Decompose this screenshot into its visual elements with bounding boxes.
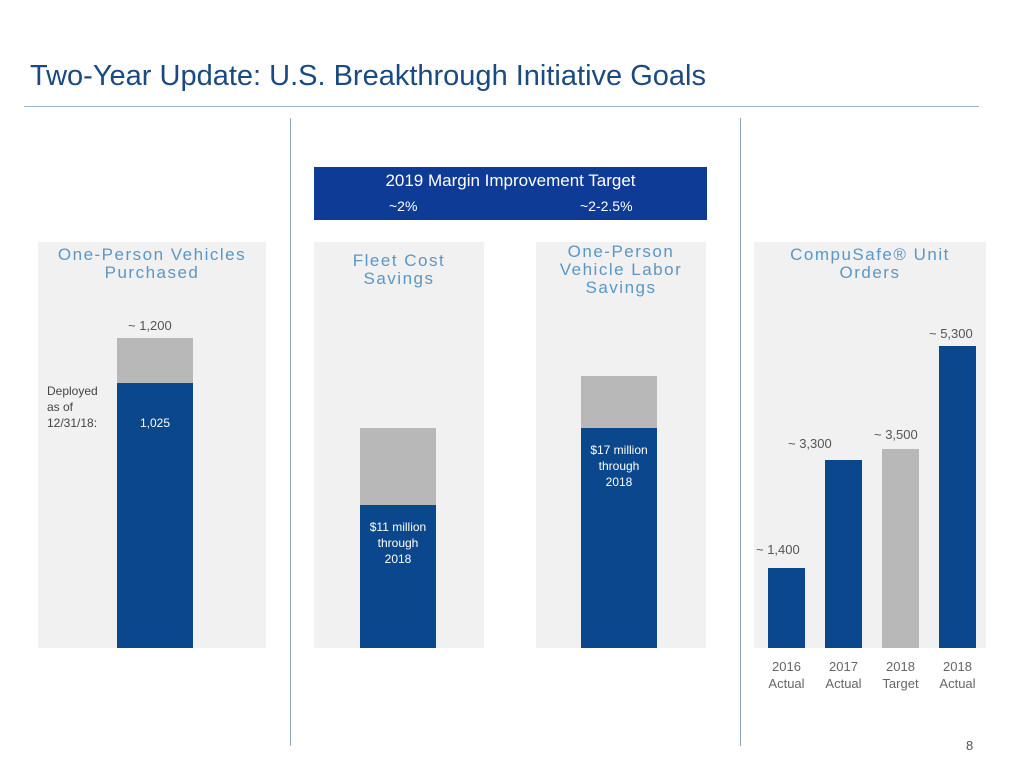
value-label-2016-actual: ~ 1,400 (756, 542, 800, 558)
banner-value-left: ~2% (389, 198, 418, 214)
bar-deployed (117, 383, 193, 648)
panel-title: One-Person Vehicle Labor Savings (536, 243, 706, 297)
bar-remaining (581, 376, 657, 428)
deployed-value-label: 1,025 (139, 416, 171, 430)
margin-target-banner: 2019 Margin Improvement Target ~2% ~2-2.… (314, 167, 707, 220)
note-line: 12/31/18: (47, 416, 98, 430)
note-line: as of (47, 400, 74, 414)
x-tick-line: Actual (939, 676, 976, 691)
x-tick-line: Actual (768, 676, 805, 691)
label-line: through (598, 458, 640, 473)
x-tick-label: 2017 Actual (814, 658, 874, 692)
bar-achieved (360, 505, 436, 648)
bar-2017-actual (825, 459, 862, 648)
x-tick-label: 2018 Target (871, 658, 931, 692)
x-tick-line: Target (882, 676, 919, 691)
page-number: 8 (966, 738, 974, 753)
x-tick-line: Actual (825, 676, 862, 691)
panel-title: One-Person Vehicles Purchased (38, 246, 266, 282)
label-line: $17 million (590, 442, 648, 457)
label-line: through (377, 536, 419, 550)
value-label-2018-actual: ~ 5,300 (929, 326, 973, 341)
panel-title-line: Orders (839, 263, 901, 282)
value-label-2018-target: ~ 3,500 (874, 426, 918, 442)
page-title: Two-Year Update: U.S. Breakthrough Initi… (30, 60, 706, 92)
panel-title: Fleet Cost Savings (314, 252, 484, 288)
label-line: 2018 (384, 552, 412, 566)
note-line: Deployed (47, 384, 98, 398)
panel-title-line: One-Person Vehicles (57, 245, 247, 264)
panel-title-line: One-Person (567, 242, 675, 261)
x-tick-line: 2018 (943, 659, 972, 674)
deployed-note: Deployed as of 12/31/18: (47, 383, 98, 431)
title-rule (24, 106, 979, 107)
bar-purchased-remaining (117, 338, 193, 384)
achieved-label: $11 million through 2018 (354, 519, 442, 567)
section-divider-right (740, 118, 741, 746)
x-tick-line: 2016 (772, 659, 801, 674)
panel-title-line: Vehicle Labor (559, 260, 683, 279)
total-label: ~ 1,200 (128, 318, 172, 333)
label-line: $11 million (369, 520, 427, 534)
panel-title: CompuSafe® Unit Orders (754, 246, 986, 282)
section-divider-left (290, 118, 291, 746)
value-label-2017-actual: ~ 3,300 (788, 435, 832, 451)
x-tick-label: 2016 Actual (757, 658, 817, 692)
panel-title-line: Savings (363, 269, 435, 288)
bar-2018-actual (939, 346, 976, 648)
panel-title-line: CompuSafe® Unit (790, 245, 950, 264)
panel-title-line: Savings (585, 278, 657, 297)
bar-2016-actual (768, 568, 805, 648)
bar-remaining (360, 428, 436, 505)
bar-achieved (581, 427, 657, 648)
panel-title-line: Purchased (104, 263, 200, 282)
panel-title-line: Fleet Cost (352, 251, 446, 270)
x-tick-line: 2018 (886, 659, 915, 674)
achieved-label: $17 million through 2018 (575, 442, 663, 490)
label-line: 2018 (605, 474, 633, 489)
x-tick-line: 2017 (829, 659, 858, 674)
x-tick-label: 2018 Actual (928, 658, 988, 692)
banner-value-right: ~2-2.5% (580, 198, 633, 214)
banner-title: 2019 Margin Improvement Target (385, 171, 636, 190)
bar-2018-target (882, 448, 919, 648)
